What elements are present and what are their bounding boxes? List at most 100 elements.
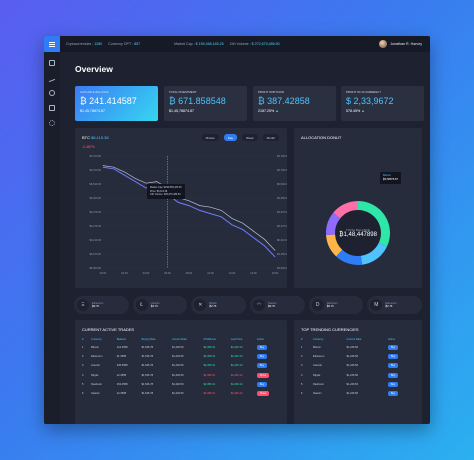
dashboard-window: Crytocurrencies : 1280 Currecny OPT : 85… <box>44 36 430 424</box>
coin-icon: M <box>370 299 383 311</box>
table-cell: $1,546.78 <box>140 352 170 361</box>
buy-button[interactable]: Buy <box>387 363 399 369</box>
data-point <box>188 200 190 202</box>
data-point <box>210 206 211 208</box>
tab-week[interactable]: Week <box>242 134 258 141</box>
card-value: ₿ 671.858548 <box>169 96 226 106</box>
table-cell: 2 <box>299 352 311 361</box>
y-tick-label: $6,540.00 <box>89 182 101 186</box>
profit-bitcoin-card: PROFIT IN BITCOIN ₿ 387.42858 2187.25% ▲ <box>253 86 336 121</box>
buy-button[interactable]: Buy <box>387 345 399 351</box>
coin-name: Ethereum <box>92 301 104 305</box>
data-point <box>124 174 125 176</box>
donut-slice[interactable] <box>336 249 363 265</box>
table-cell: $2,456.12 <box>202 389 229 398</box>
buy-button[interactable]: Buy <box>256 354 268 360</box>
chart-icon[interactable] <box>49 73 55 83</box>
cell-text: $2,456.12 <box>203 382 216 386</box>
buy-button[interactable]: Buy <box>256 363 268 369</box>
cell-text: $2,456.12 <box>203 373 216 377</box>
badge-value: ₿3,58876.87 <box>383 177 398 181</box>
table-cell: $1,245.14 <box>229 371 255 380</box>
cell-text: Siacoin <box>312 392 322 396</box>
buy-button[interactable]: Buy <box>387 381 399 387</box>
coin-pill[interactable]: M Ethereum ₿2.76 <box>367 296 423 314</box>
sidebar <box>44 52 60 424</box>
cell-text: $2,456.12 <box>203 364 216 368</box>
donut-slice[interactable] <box>360 242 387 265</box>
cell-text: Ripple <box>91 373 99 377</box>
buy-button[interactable]: Buy <box>387 391 399 397</box>
column-header: Current Rate <box>171 338 187 341</box>
menu-icon[interactable] <box>44 36 60 52</box>
table-cell: 6 <box>80 389 89 398</box>
trending-title: TOP TRENDING CURRENCIES <box>301 327 359 332</box>
close-button[interactable]: Close <box>256 372 270 378</box>
table-cell: Buy <box>255 352 282 361</box>
tab-month[interactable]: Month <box>262 134 279 141</box>
coin-text: Ethereum ₿2.76 <box>385 302 396 309</box>
pie-icon[interactable] <box>49 90 55 96</box>
tooltip-line: Market Cap: $158,859,165.45 <box>150 186 182 189</box>
btc-line-chart[interactable]: $6,760.00 $6,760.00 $6,700.00 $6,700.00 $6,5… <box>75 128 287 288</box>
data-point <box>263 245 265 246</box>
table-cell: Litecoin <box>89 361 115 370</box>
available-balance-card: AVAILABLE BALANCE ₿ 241.414587 $1,45,788… <box>75 86 158 121</box>
up-arrow-icon: ▲ <box>275 109 279 113</box>
donut-badge: Bitcoin ₿3,58876.87 <box>380 172 401 184</box>
data-point <box>134 178 136 179</box>
buy-button[interactable]: Buy <box>387 372 399 378</box>
y-tick-label-right: $6,540.00 <box>277 182 287 186</box>
buy-button[interactable]: Buy <box>256 345 268 351</box>
table-cell: Buy <box>386 371 417 380</box>
close-button[interactable]: Close <box>256 391 270 397</box>
coin-name: Litecoin <box>150 301 160 305</box>
tab-day[interactable]: Day <box>223 134 238 141</box>
y-tick-label-right: $6,210.00 <box>277 238 287 242</box>
coin-name: Siacoin <box>268 301 277 305</box>
card-label: AVAILABLE BALANCE <box>80 90 109 94</box>
y-tick-label: $6,276.00 <box>89 224 101 228</box>
cell-text: $1,245.14 <box>230 392 243 396</box>
table-cell: Ethereum <box>311 352 345 361</box>
user-profile[interactable]: Jonathan R. Harvey <box>379 40 422 48</box>
table-cell: $1,246.50 <box>345 371 386 380</box>
coin-icon: ✕ <box>194 299 207 311</box>
dashboard-icon[interactable] <box>49 60 55 66</box>
page-title: Overview <box>75 64 113 74</box>
donut-slice[interactable] <box>326 212 341 236</box>
card-sub: 2187.25% ▲ <box>258 109 279 113</box>
chart-tooltip: Market Cap: $158,859,165.45 Price: $6,11… <box>147 184 185 199</box>
table-cell: $2,456.12 <box>202 352 229 361</box>
buy-button[interactable]: Buy <box>256 381 268 387</box>
table-cell: 154.4558 <box>115 380 140 389</box>
donut-slice[interactable] <box>358 201 390 247</box>
up-arrow-icon: ▲ <box>361 109 365 113</box>
coin-name: Dashcoin <box>326 301 338 305</box>
data-point <box>102 166 104 168</box>
data-point <box>274 256 276 258</box>
coin-pill[interactable]: ◠ Siacoin ₿2.76 <box>250 296 305 314</box>
column-header: Action <box>387 338 396 341</box>
coin-pill[interactable]: Ξ Ethereum ₿2.76 <box>74 296 129 314</box>
table-cell: $1,246.50 <box>170 389 202 398</box>
coin-pill[interactable]: D Dashcoin ₿2.76 <box>308 296 364 314</box>
tab-minute[interactable]: Minute <box>201 134 219 141</box>
cell-text: $1,246.50 <box>346 346 359 350</box>
cell-text: $1,546.78 <box>141 346 154 350</box>
coin-pill[interactable]: Ł Litecoin ₿2.76 <box>132 296 188 314</box>
column-header: # <box>82 338 84 341</box>
donut-slice[interactable] <box>333 201 358 219</box>
wallet-icon[interactable] <box>49 105 55 111</box>
table-cell: 1 <box>299 343 311 352</box>
donut-slice[interactable] <box>326 234 343 257</box>
table-cell: Bitcoin <box>89 343 115 352</box>
table-cell: $1,246.50 <box>170 371 202 380</box>
settings-icon[interactable] <box>49 120 55 126</box>
coin-text: Siacoin ₿2.76 <box>268 302 277 309</box>
table-row: 1 Bitcoin 124.4558 $1,546.78 $1,246.50 $2,456… <box>80 343 282 352</box>
card-label: PROFIT IN BITCOIN <box>258 90 284 94</box>
buy-button[interactable]: Buy <box>387 354 399 360</box>
allocation-donut-chart[interactable] <box>294 128 422 288</box>
coin-pill[interactable]: ✕ Ripple ₿2.76 <box>191 296 247 314</box>
